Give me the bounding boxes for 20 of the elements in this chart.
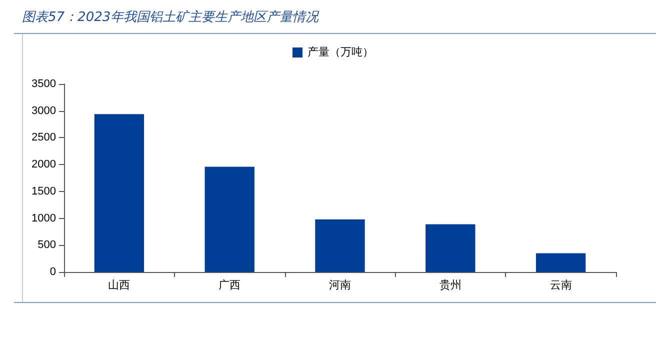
y-tick-label: 1500	[32, 185, 56, 198]
y-tick-label: 2000	[32, 158, 56, 171]
y-tick-label: 2500	[32, 132, 56, 144]
y-tick-label: 3500	[32, 78, 56, 90]
y-tick-label: 0	[50, 266, 56, 278]
x-tick-label: 贵州	[439, 278, 462, 292]
bar	[426, 224, 476, 272]
chart-title: 图表57：2023年我国铝土矿主要生产地区产量情况	[22, 9, 319, 26]
x-tick-label: 山西	[108, 278, 130, 292]
x-tick-label: 河南	[329, 278, 351, 292]
x-tick-label: 广西	[218, 278, 241, 292]
bar	[204, 166, 254, 272]
legend-label: 产量（万吨）	[308, 46, 374, 58]
y-tick-label: 1000	[32, 212, 56, 224]
x-tick-label: 云南	[550, 278, 572, 292]
bar	[315, 219, 365, 272]
y-tick-label: 500	[38, 239, 56, 252]
bar	[94, 114, 144, 272]
y-tick-label: 3000	[32, 104, 56, 117]
bar	[536, 253, 586, 272]
